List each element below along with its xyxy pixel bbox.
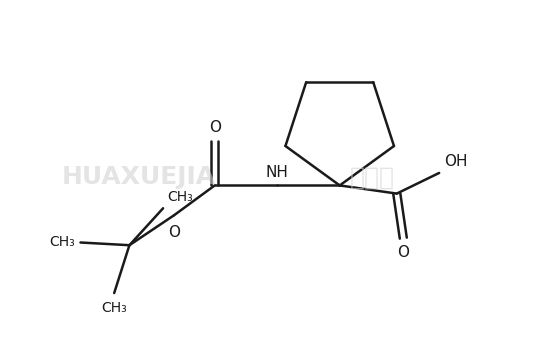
Text: O: O bbox=[209, 121, 221, 135]
Text: OH: OH bbox=[445, 154, 468, 168]
Text: CH₃: CH₃ bbox=[49, 235, 75, 249]
Text: CH₃: CH₃ bbox=[167, 190, 193, 204]
Text: HUAXUEJIA: HUAXUEJIA bbox=[61, 165, 216, 189]
Text: O: O bbox=[168, 225, 180, 240]
Text: O: O bbox=[397, 245, 410, 260]
Text: CH₃: CH₃ bbox=[102, 301, 127, 315]
Text: 科学加: 科学加 bbox=[350, 165, 395, 189]
Text: NH: NH bbox=[266, 165, 289, 180]
